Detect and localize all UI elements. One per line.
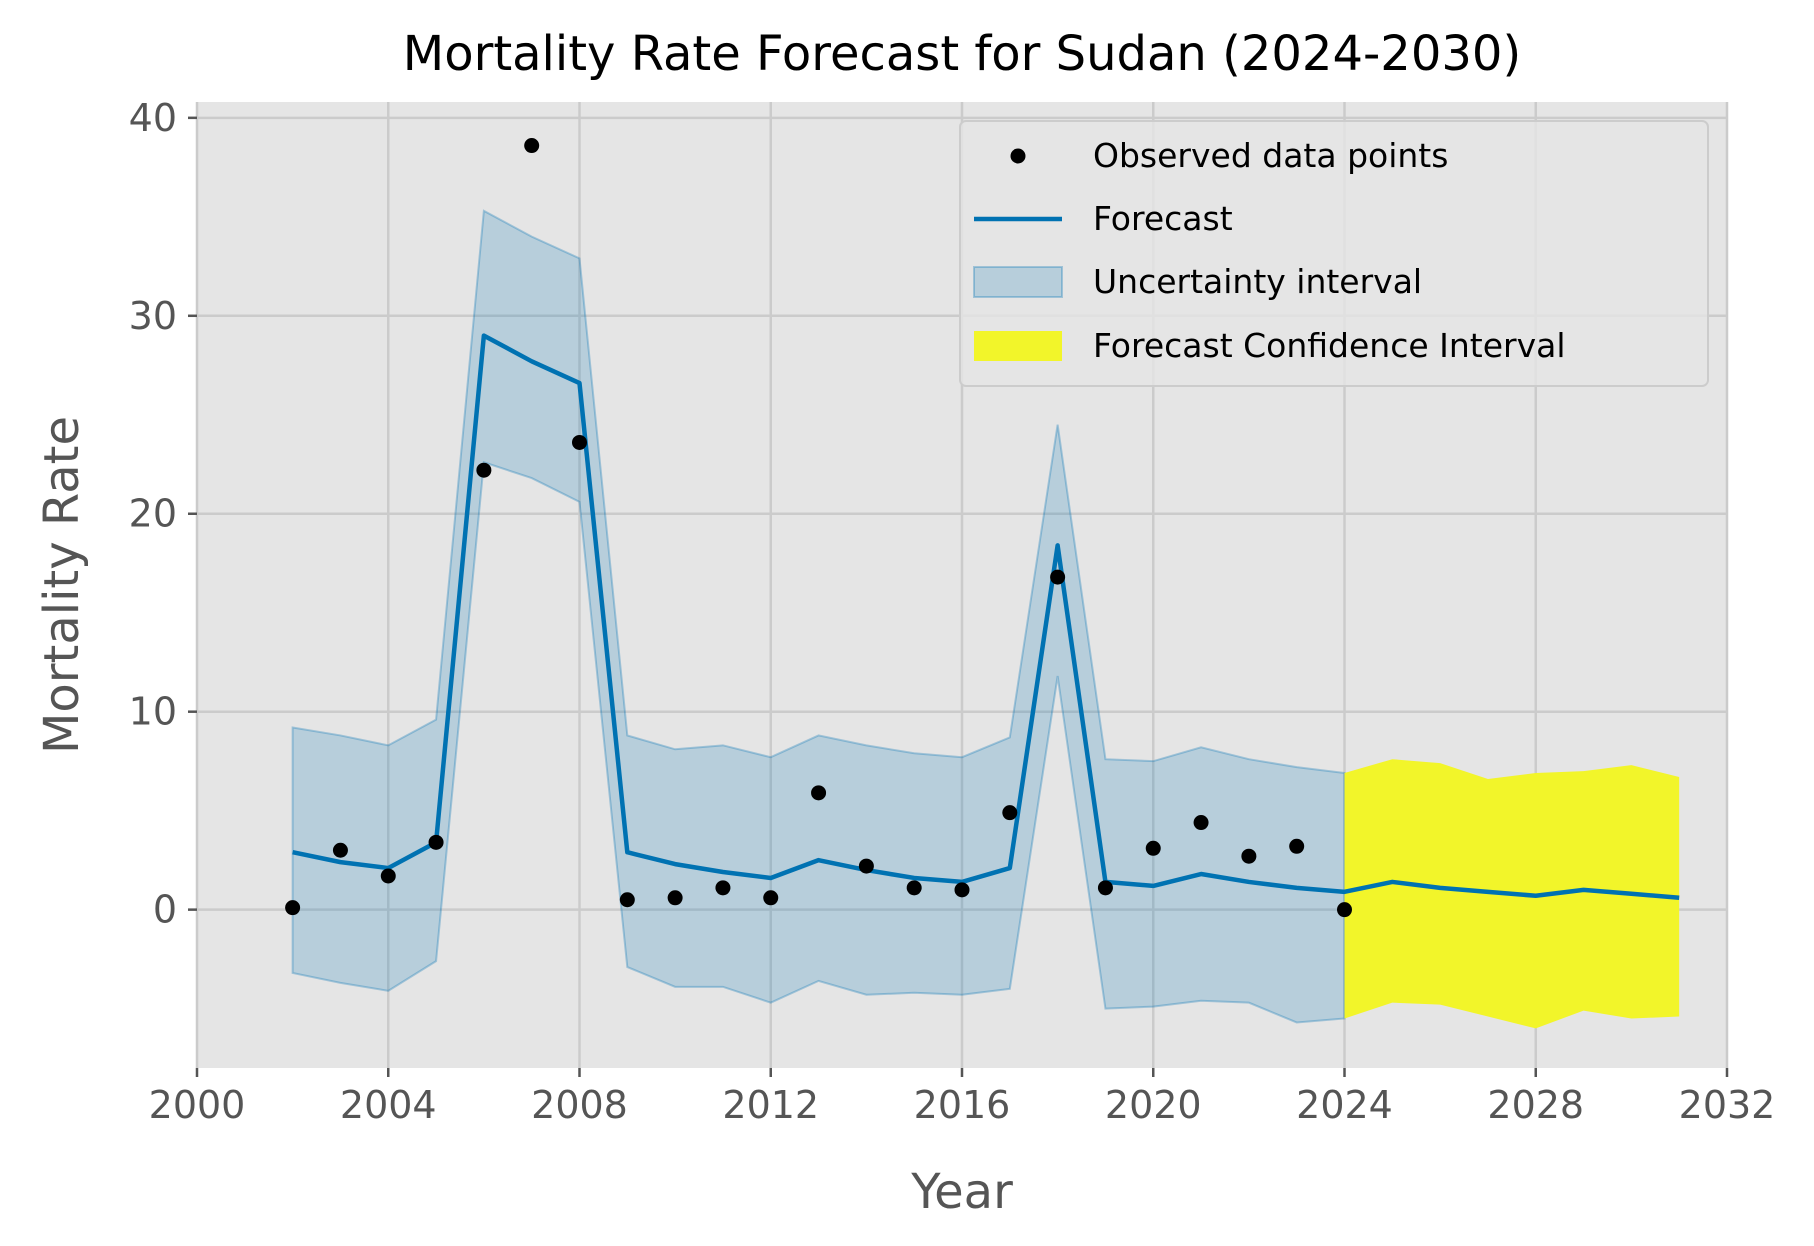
observed-point bbox=[667, 890, 683, 906]
x-tick-label: 2004 bbox=[340, 1083, 437, 1127]
observed-point bbox=[811, 785, 827, 801]
x-tick-label: 2000 bbox=[149, 1083, 246, 1127]
observed-point bbox=[476, 462, 492, 478]
observed-point bbox=[906, 880, 922, 896]
y-tick-label: 20 bbox=[129, 492, 177, 536]
legend-label-forecast-ci: Forecast Confidence Interval bbox=[1093, 326, 1566, 365]
observed-point bbox=[858, 858, 874, 874]
observed-point bbox=[763, 890, 779, 906]
x-tick-label: 2032 bbox=[1679, 1083, 1776, 1127]
observed-point bbox=[619, 892, 635, 908]
observed-point bbox=[285, 900, 301, 916]
forecast-line bbox=[292, 333, 1680, 901]
observed-point bbox=[1050, 569, 1066, 585]
observed-point bbox=[1097, 880, 1113, 896]
observed-point bbox=[715, 880, 731, 896]
x-tick-label: 2012 bbox=[722, 1083, 819, 1127]
x-tick-label: 2020 bbox=[1105, 1083, 1202, 1127]
observed-point bbox=[1145, 840, 1161, 856]
x-tick-label: 2008 bbox=[531, 1083, 628, 1127]
observed-point bbox=[1289, 838, 1305, 854]
legend-handle-uncertainty bbox=[973, 266, 1063, 298]
legend: Observed data points Forecast Uncertaint… bbox=[959, 120, 1709, 387]
observed-point bbox=[332, 842, 348, 858]
legend-handle-observed bbox=[1010, 148, 1026, 164]
x-tick-label: 2024 bbox=[1296, 1083, 1393, 1127]
observed-point bbox=[572, 434, 587, 450]
y-axis-label: Mortality Rate bbox=[34, 416, 90, 754]
legend-label-observed: Observed data points bbox=[1093, 136, 1448, 175]
y-tick-label: 0 bbox=[153, 888, 177, 932]
y-tick-label: 30 bbox=[129, 294, 177, 338]
legend-label-uncertainty: Uncertainty interval bbox=[1093, 262, 1422, 301]
x-tick-label: 2016 bbox=[914, 1083, 1011, 1127]
y-tick-label: 10 bbox=[129, 690, 177, 734]
x-tick-label: 2028 bbox=[1487, 1083, 1584, 1127]
legend-handle-forecast-ci bbox=[974, 331, 1062, 361]
observed-point bbox=[954, 882, 970, 898]
legend-box bbox=[959, 120, 1709, 387]
observed-point bbox=[1002, 805, 1018, 821]
observed-point bbox=[524, 138, 540, 154]
observed-point bbox=[1193, 815, 1209, 831]
axis-ticks: 2000 2004 2008 2012 2016 2020 2024 2028 2032 0 10 2… bbox=[129, 96, 1776, 1127]
observed-point bbox=[380, 868, 396, 884]
y-tick-label: 40 bbox=[129, 96, 177, 140]
observed-point bbox=[428, 834, 444, 850]
observed-point bbox=[1241, 848, 1257, 864]
x-axis-label: Year bbox=[910, 1164, 1013, 1220]
chart-title: Mortality Rate Forecast for Sudan (2024-… bbox=[403, 26, 1521, 82]
observed-point bbox=[1337, 902, 1352, 918]
series-layer bbox=[285, 138, 1680, 1029]
legend-label-forecast: Forecast bbox=[1093, 199, 1233, 238]
